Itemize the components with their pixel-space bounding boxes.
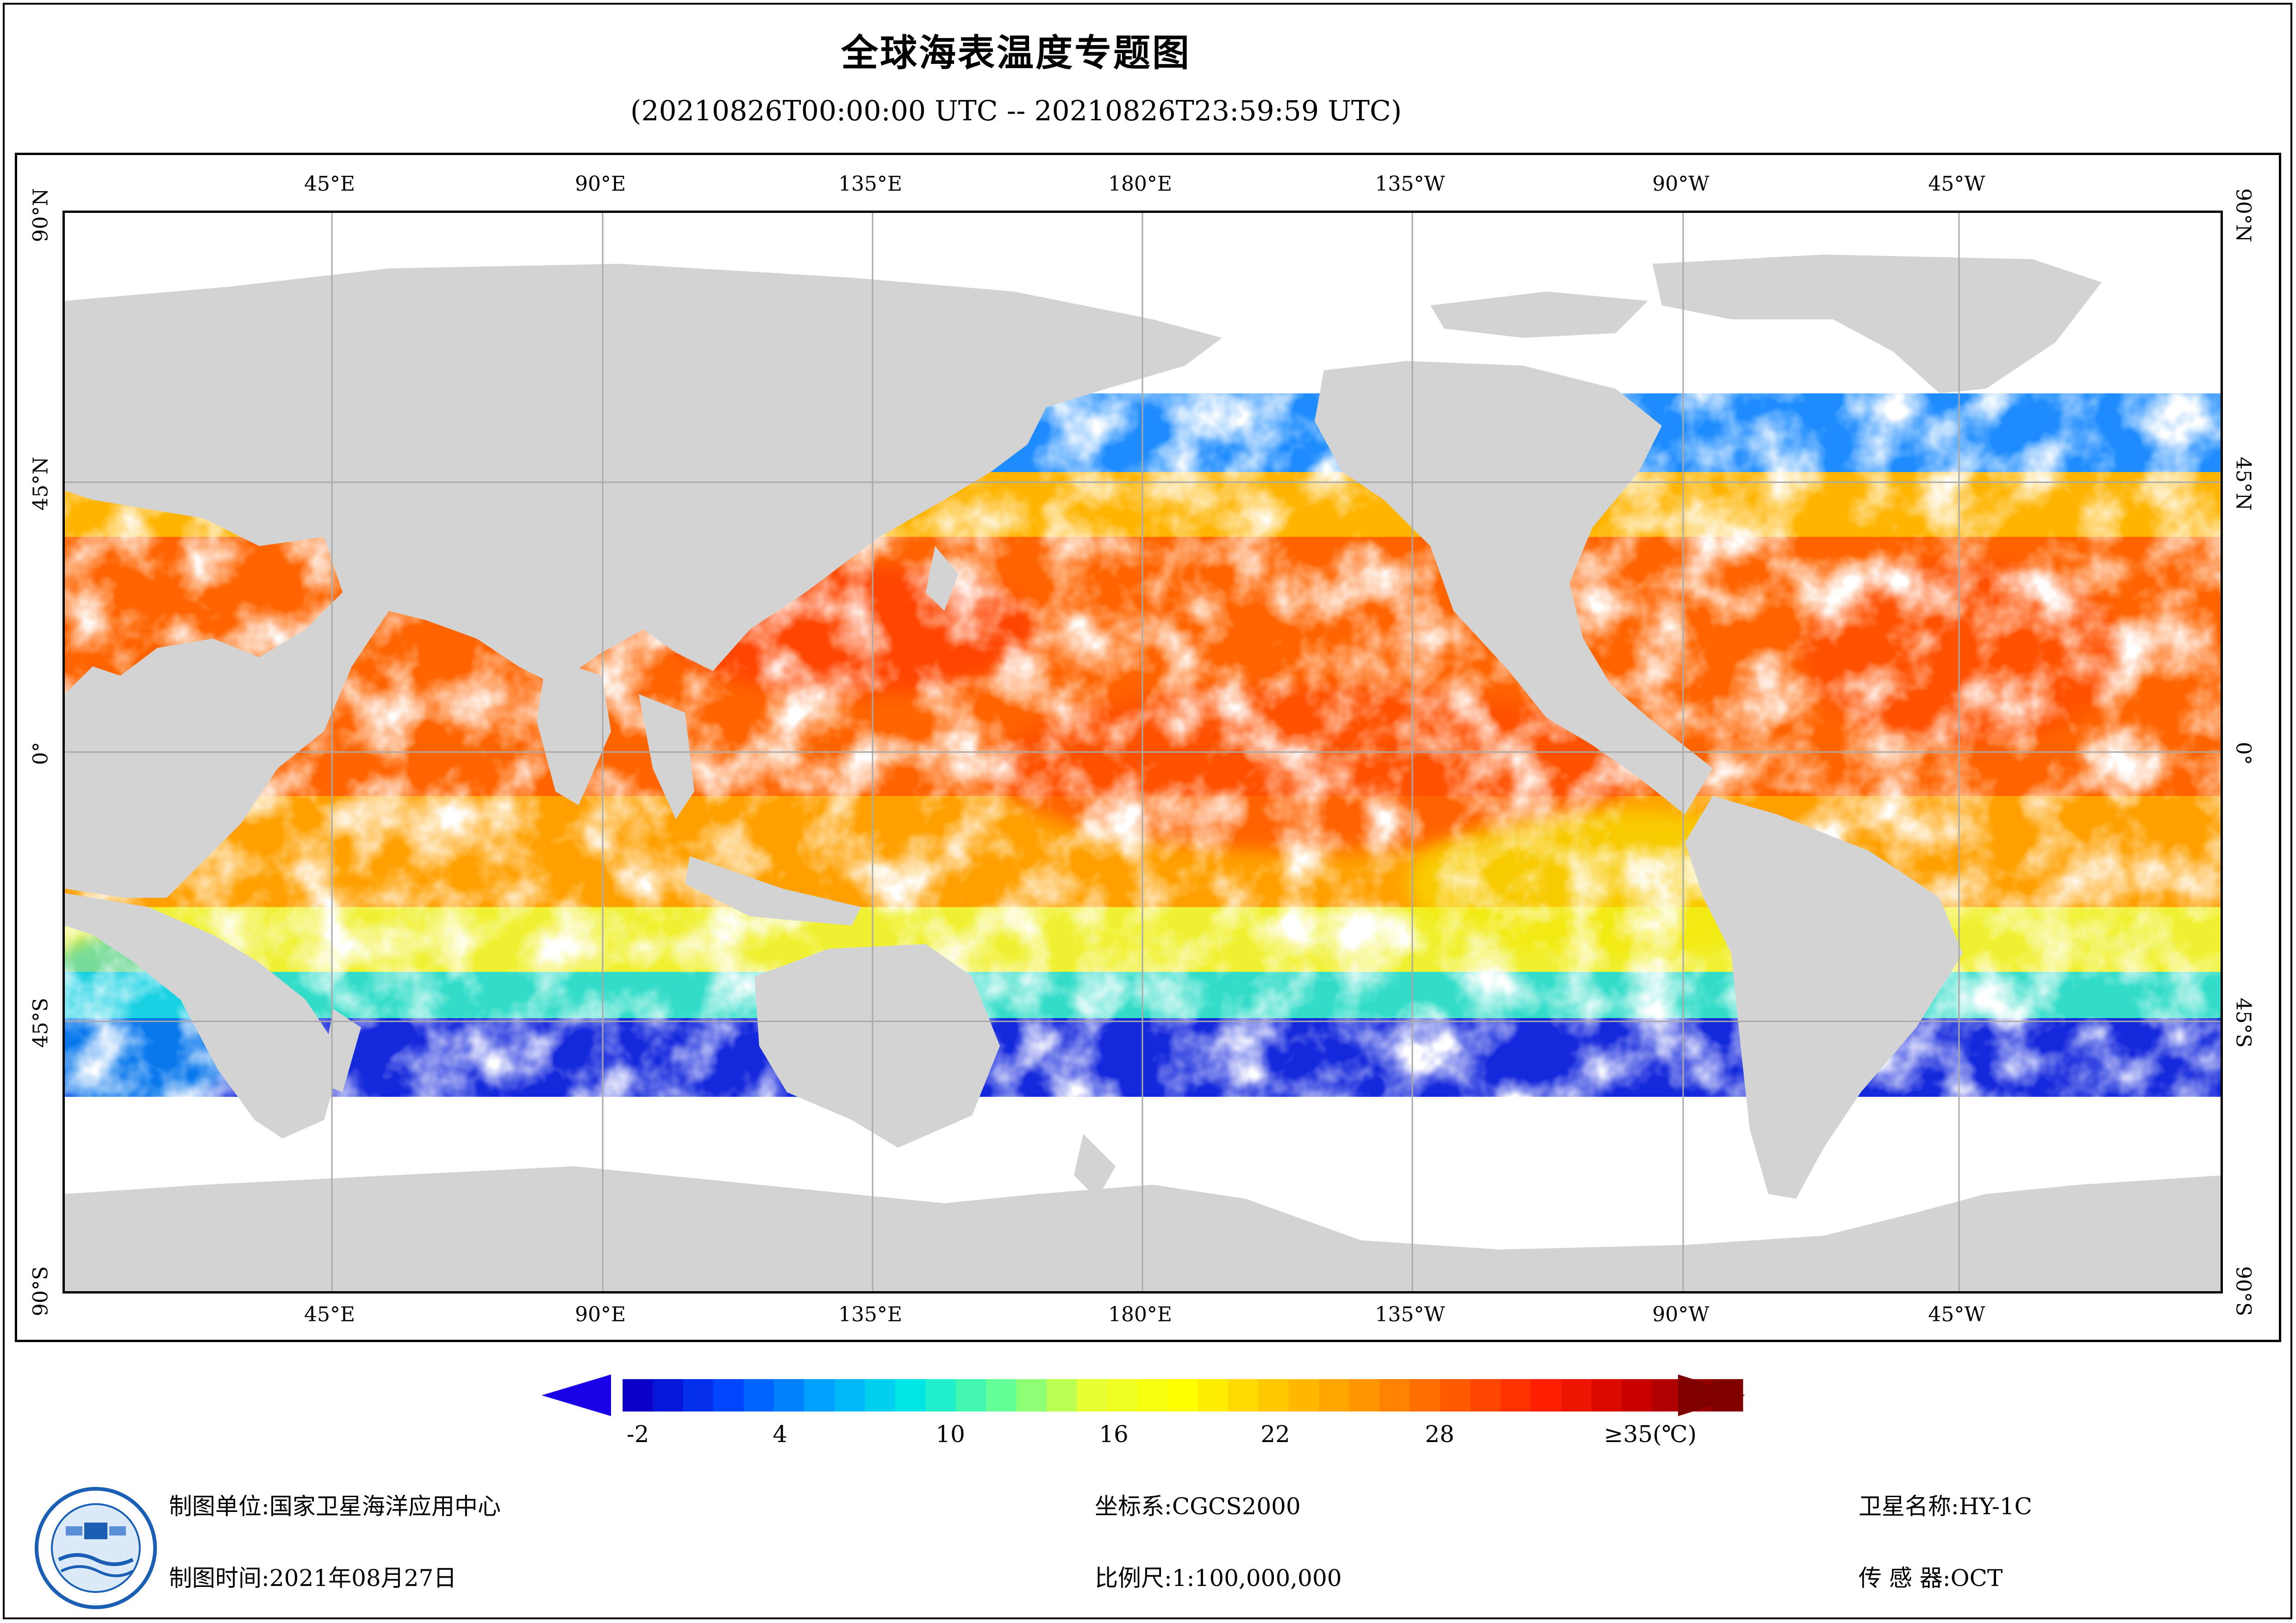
north-america [1315,361,1713,815]
colorbar-label-16: 16 [1099,1421,1129,1448]
colorbar-cell [1077,1379,1108,1412]
colorbar-label-35: ≥35(℃) [1603,1421,1697,1448]
northern-europe [120,319,218,370]
satellite-name: 卫星名称:HY-1C [1859,1493,2032,1520]
colorbar-cell [1288,1379,1319,1412]
colorbar-label-10: 10 [936,1421,965,1448]
colorbar-cell [1107,1379,1138,1412]
lat-tick-right-0: 0° [2231,742,2255,765]
lon-tick-top-90e: 90°E [574,172,626,196]
sst-map-canvas [65,213,2221,1291]
australia [755,944,1000,1148]
colorbar-cell [1349,1379,1380,1412]
time-range-subtitle: (20210826T00:00:00 UTC -- 20210826T23:59… [630,95,1402,127]
lon-tick-bottom-90w: 90°W [1652,1303,1710,1326]
colorbar-cell [623,1379,654,1412]
colorbar-cells [623,1379,1743,1412]
map-org: 制图单位:国家卫星海洋应用中心 [169,1493,501,1520]
lat-tick-left-45n: 45°N [29,456,53,511]
colorbar-cell [1258,1379,1289,1412]
colorbar-over-arrow [1678,1374,1745,1416]
colorbar-cell [1137,1379,1168,1412]
colorbar-cell [1228,1379,1259,1412]
map-date: 制图时间:2021年08月27日 [169,1565,457,1592]
colorbar-cell [1531,1379,1562,1412]
colorbar-cell [743,1379,774,1412]
colorbar-cell [986,1379,1017,1412]
colorbar [542,1374,1745,1416]
colorbar-label-neg2: -2 [626,1421,649,1448]
nsoas-logo-icon [35,1487,157,1609]
colorbar-cell [1500,1379,1531,1412]
map-scale: 比例尺:1:100,000,000 [1095,1565,1342,1592]
lon-tick-bottom-135e: 135°E [838,1303,903,1326]
lon-tick-bottom-135w: 135°W [1375,1303,1445,1326]
madagascar [319,1009,361,1092]
page-border [3,3,2292,1619]
colorbar-cell [1622,1379,1653,1412]
colorbar-label-22: 22 [1260,1421,1290,1448]
colorbar-cell [804,1379,835,1412]
south-america [1685,796,1963,1199]
sst-map [62,211,2223,1293]
sensor-name: 传 感 器:OCT [1859,1565,2003,1592]
map-frame [15,153,2281,1342]
lat-tick-right-90s: 90°S [2231,1266,2255,1317]
greenland [1653,255,2102,393]
lat-tick-left-0: 0° [29,742,53,765]
colorbar-cell [1319,1379,1350,1412]
lon-tick-bottom-45e: 45°E [304,1303,356,1326]
colorbar-cell [1591,1379,1622,1412]
coordinate-system: 坐标系:CGCS2000 [1095,1493,1301,1520]
colorbar-under-arrow [542,1374,611,1416]
lat-tick-right-45s: 45°S [2231,997,2255,1048]
japan [926,546,958,611]
colorbar-cell [1470,1379,1501,1412]
new-zealand [1074,1134,1116,1199]
indochina [639,694,694,819]
colorbar-cell [955,1379,986,1412]
colorbar-label-28: 28 [1425,1421,1454,1448]
colorbar-cell [865,1379,896,1412]
lon-tick-top-90w: 90°W [1652,172,1710,196]
colorbar-label-4: 4 [773,1421,787,1448]
colorbar-cell [1410,1379,1441,1412]
colorbar-cell [834,1379,865,1412]
lat-tick-right-45n: 45°N [2231,456,2255,511]
lon-tick-bottom-180: 180°E [1108,1303,1173,1326]
indonesia [685,856,861,926]
lat-tick-left-90n: 90°N [29,188,53,243]
colorbar-cell [1016,1379,1047,1412]
colorbar-cell [1198,1379,1229,1412]
colorbar-cell [925,1379,956,1412]
lat-tick-left-45s: 45°S [29,997,53,1048]
lat-tick-right-90n: 90°N [2231,188,2255,243]
colorbar-cell [713,1379,744,1412]
colorbar-cell [1046,1379,1077,1412]
lat-tick-left-90s: 90°S [29,1266,53,1317]
colorbar-cell [1167,1379,1198,1412]
lon-tick-bottom-90e: 90°E [574,1303,626,1326]
canadian-arctic [1430,292,1648,338]
lon-tick-top-135e: 135°E [838,172,903,196]
colorbar-cell [1652,1379,1683,1412]
eurasia [65,264,1222,898]
southern-africa [65,893,343,1138]
colorbar-cell [1561,1379,1592,1412]
lon-tick-top-135w: 135°W [1375,172,1445,196]
colorbar-cell [774,1379,805,1412]
lon-tick-top-180: 180°E [1108,172,1173,196]
colorbar-cell [895,1379,926,1412]
page-title: 全球海表温度专题图 [841,31,1191,75]
colorbar-cell [683,1379,714,1412]
lon-tick-top-45w: 45°W [1928,172,1985,196]
india [537,657,611,805]
colorbar-cell [1440,1379,1471,1412]
colorbar-cell [653,1379,684,1412]
lon-tick-bottom-45w: 45°W [1928,1303,1985,1326]
colorbar-cell [1379,1379,1410,1412]
lon-tick-top-45e: 45°E [304,172,356,196]
graticule [65,213,2221,1291]
